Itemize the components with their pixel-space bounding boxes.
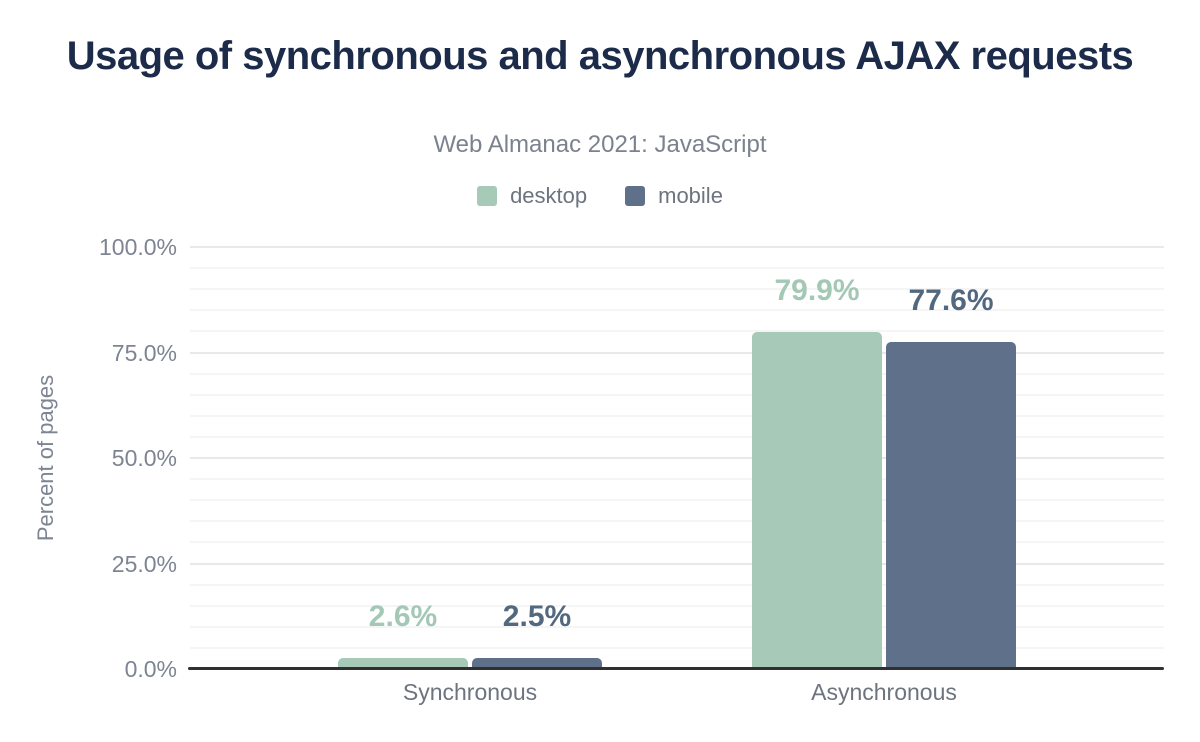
gridline-minor-80: [190, 330, 1164, 332]
gridline-major-75: [190, 352, 1164, 354]
chart-subtitle: Web Almanac 2021: JavaScript: [433, 131, 767, 158]
gridline-major-25: [190, 563, 1164, 565]
y-tick-label-50: 50.0%: [111, 445, 177, 471]
value-label-desktop-synchronous: 2.6%: [368, 600, 438, 633]
legend-label-mobile: mobile: [658, 183, 723, 208]
gridline-minor-70: [190, 373, 1164, 375]
legend-swatch-mobile: [625, 186, 646, 206]
y-tick-label-100: 100.0%: [98, 234, 177, 260]
gridline-minor-40: [190, 499, 1164, 501]
gridline-minor-95: [190, 267, 1164, 269]
x-axis-label-asynchronous: Asynchronous: [811, 679, 957, 705]
gridline-minor-30: [190, 541, 1164, 543]
gridline-minor-20: [190, 584, 1164, 586]
bar-mobile-asynchronous: [886, 342, 1016, 669]
bar-desktop-synchronous: [338, 658, 468, 669]
bar-desktop-asynchronous: [752, 332, 882, 669]
value-label-desktop-asynchronous: 79.9%: [774, 274, 860, 307]
y-tick-label-25: 25.0%: [111, 551, 177, 577]
gridline-major-100: [190, 246, 1164, 248]
y-axis-tick-labels: 0.0% 25.0% 50.0% 75.0% 100.0%: [0, 0, 177, 742]
legend: desktop mobile: [0, 181, 1200, 211]
y-tick-label-0: 0.0%: [124, 656, 177, 682]
legend-swatch-desktop: [477, 186, 498, 206]
legend-item-mobile: mobile: [625, 183, 723, 209]
gridline-minor-5: [190, 647, 1164, 649]
gridline-minor-65: [190, 394, 1164, 396]
x-axis-line: [188, 667, 1164, 670]
gridline-minor-45: [190, 478, 1164, 480]
y-tick-label-75: 75.0%: [111, 340, 177, 366]
gridline-minor-55: [190, 436, 1164, 438]
gridline-minor-35: [190, 520, 1164, 522]
gridline-minor-90: [190, 288, 1164, 290]
gridline-minor-15: [190, 605, 1164, 607]
gridline-major-50: [190, 457, 1164, 459]
x-axis-label-synchronous: Synchronous: [402, 679, 538, 705]
legend-label-desktop: desktop: [510, 183, 588, 208]
value-label-mobile-asynchronous: 77.6%: [908, 284, 994, 317]
gridline-minor-10: [190, 626, 1164, 628]
value-label-mobile-synchronous: 2.5%: [502, 600, 572, 633]
chart-title: Usage of synchronous and asynchronous AJ…: [66, 34, 1134, 78]
plot-area: 2.6% 2.5% 79.9% 77.6%: [188, 246, 1164, 670]
gridline-minor-85: [190, 309, 1164, 311]
legend-item-desktop: desktop: [477, 183, 587, 209]
gridline-minor-60: [190, 415, 1164, 417]
bar-mobile-synchronous: [472, 658, 602, 669]
